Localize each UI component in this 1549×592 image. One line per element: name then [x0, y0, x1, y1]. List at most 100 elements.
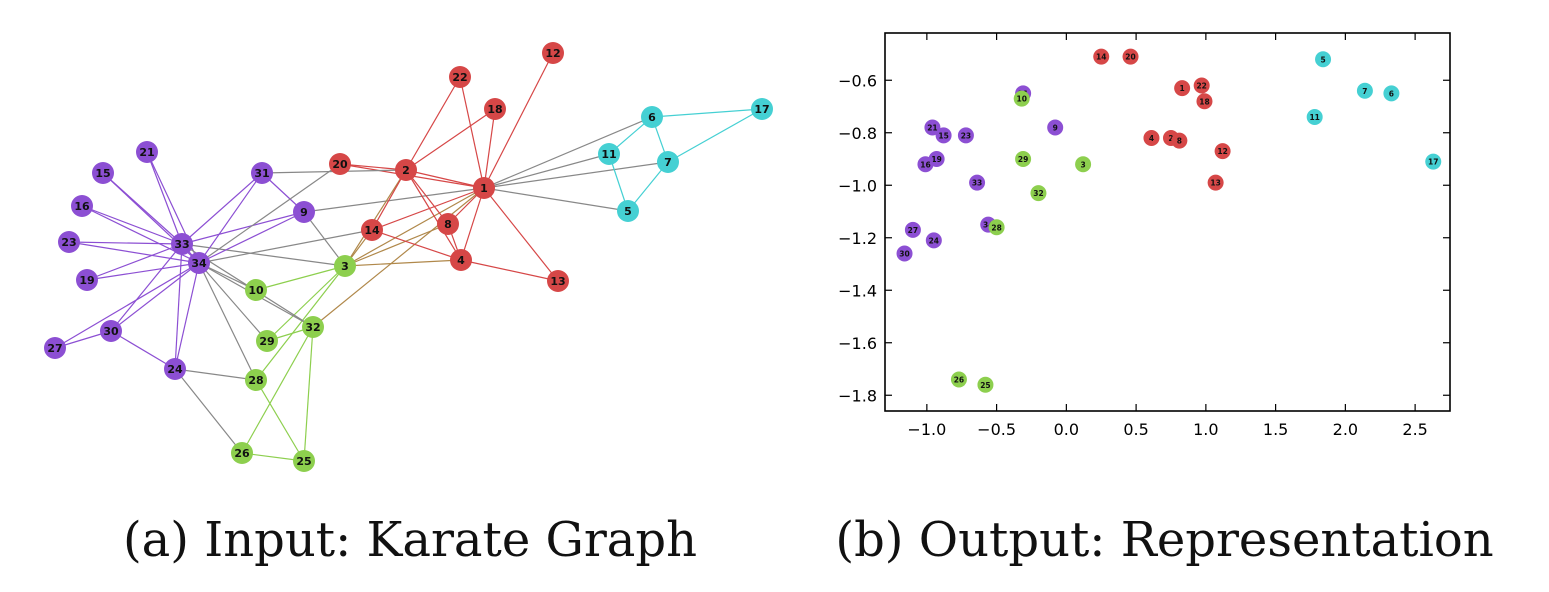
- x-tick-label: 0.5: [1123, 420, 1148, 439]
- y-tick-label: −0.8: [838, 124, 877, 143]
- graph-edge: [483, 108, 496, 189]
- scatter-point-label: 22: [1196, 82, 1206, 91]
- scatter-point-label: 6: [1389, 89, 1394, 98]
- scatter-point-label: 12: [1217, 147, 1227, 156]
- scatter-point-label: 30: [899, 250, 909, 259]
- scatter-point-label: 5: [1320, 55, 1325, 64]
- graph-edge: [312, 187, 485, 328]
- graph-node-label: 14: [364, 224, 380, 237]
- graph-node-30: 30: [100, 320, 122, 342]
- graph-edge: [405, 169, 485, 189]
- graph-node-25: 25: [293, 450, 315, 472]
- graph-node-label: 23: [61, 236, 76, 249]
- scatter-point-24: 24: [925, 232, 942, 249]
- graph-node-label: 9: [300, 206, 308, 219]
- representation-scatter-panel: −1.0 −0.5 0.0 0.5 1.0 1.5 2.0 2.5 −0.6 −0.8 −1.0 −1…: [800, 0, 1549, 500]
- scatter-point-25: 25: [977, 376, 994, 393]
- graph-edge: [174, 262, 200, 370]
- graph-edge: [344, 187, 485, 267]
- graph-node-10: 10: [245, 279, 267, 301]
- scatter-point-label: 7: [1362, 87, 1367, 96]
- scatter-point-label: 8: [1177, 137, 1182, 146]
- graph-edge: [405, 169, 449, 225]
- graph-edge: [483, 52, 554, 189]
- graph-edge: [86, 262, 200, 281]
- graph-node-11: 11: [598, 143, 620, 165]
- graph-node-label: 16: [74, 200, 90, 213]
- x-tick-label: 1.5: [1263, 420, 1288, 439]
- graph-node-3: 3: [334, 255, 356, 277]
- graph-edge: [255, 379, 305, 462]
- graph-node-13: 13: [547, 270, 569, 292]
- graph-node-8: 8: [437, 213, 459, 235]
- x-tick-label: 2.5: [1402, 420, 1427, 439]
- scatter-point-label: 14: [1096, 53, 1106, 62]
- graph-edge: [174, 243, 183, 370]
- graph-node-label: 30: [103, 325, 119, 338]
- graph-edge: [198, 172, 263, 264]
- graph-edge: [344, 259, 462, 267]
- graph-node-2: 2: [395, 159, 417, 181]
- scatter-point-label: 23: [961, 131, 971, 140]
- scatter-point-label: 25: [980, 381, 990, 390]
- caption-output-representation: (b) Output: Representation: [835, 512, 1494, 568]
- graph-edge: [198, 262, 268, 342]
- graph-node-6: 6: [641, 106, 663, 128]
- graph-edge: [198, 229, 373, 264]
- scatter-point-label: 16: [920, 160, 930, 169]
- graph-edge: [255, 265, 346, 381]
- scatter-point-label: 26: [954, 376, 964, 385]
- scatter-point-10: 10: [1013, 90, 1030, 107]
- graph-node-28: 28: [245, 369, 267, 391]
- y-tick-label: −1.8: [838, 386, 877, 405]
- scatter-point-17: 17: [1425, 153, 1442, 170]
- scatter-point-label: 33: [972, 179, 982, 188]
- graph-edge: [181, 211, 305, 245]
- graph-node-29: 29: [256, 330, 278, 352]
- graph-node-12: 12: [542, 42, 564, 64]
- y-tick-label: −0.6: [838, 71, 877, 90]
- graph-node-label: 24: [167, 363, 183, 376]
- graph-edge: [146, 151, 183, 245]
- graph-node-4: 4: [450, 249, 472, 271]
- scatter-point-9: 9: [1047, 119, 1064, 136]
- graph-node-label: 34: [191, 257, 207, 270]
- scatter-point-label: 19: [931, 155, 941, 164]
- graph-node-label: 17: [754, 103, 769, 116]
- scatter-point-28: 28: [988, 219, 1005, 236]
- graph-edge: [483, 153, 610, 189]
- graph-node-34: 34: [188, 252, 210, 274]
- graph-node-label: 19: [79, 274, 94, 287]
- scatter-point-26: 26: [950, 371, 967, 388]
- graph-edge: [255, 265, 346, 291]
- scatter-point-6: 6: [1383, 85, 1400, 102]
- scatter-point-33: 33: [969, 174, 986, 191]
- graph-edge: [405, 169, 462, 261]
- scatter-point-20: 20: [1122, 48, 1139, 65]
- graph-node-label: 15: [95, 167, 110, 180]
- graph-edge: [303, 326, 314, 462]
- scatter-point-label: 18: [1199, 97, 1209, 106]
- graph-node-31: 31: [251, 162, 273, 184]
- graph-node-1: 1: [473, 177, 495, 199]
- graph-edge: [303, 187, 485, 213]
- scatter-point-label: 9: [1053, 124, 1058, 133]
- graph-edge: [110, 243, 183, 332]
- scatter-point-12: 12: [1214, 143, 1231, 160]
- graph-edge: [344, 169, 407, 267]
- graph-node-label: 18: [487, 103, 502, 116]
- scatter-point-label: 28: [991, 223, 1001, 232]
- x-tick-label: 2.0: [1333, 420, 1358, 439]
- graph-edge: [651, 108, 763, 118]
- graph-node-24: 24: [164, 358, 186, 380]
- scatter-point-5: 5: [1315, 51, 1332, 68]
- scatter-point-30: 30: [896, 245, 913, 262]
- graph-node-label: 5: [624, 205, 632, 218]
- graph-node-20: 20: [329, 153, 351, 175]
- scatter-point-label: 1: [1180, 84, 1185, 93]
- scatter-point-label: 27: [908, 226, 918, 235]
- graph-edge: [54, 262, 200, 349]
- graph-edge: [483, 161, 669, 189]
- graph-node-21: 21: [136, 141, 158, 163]
- graph-edge: [483, 116, 653, 189]
